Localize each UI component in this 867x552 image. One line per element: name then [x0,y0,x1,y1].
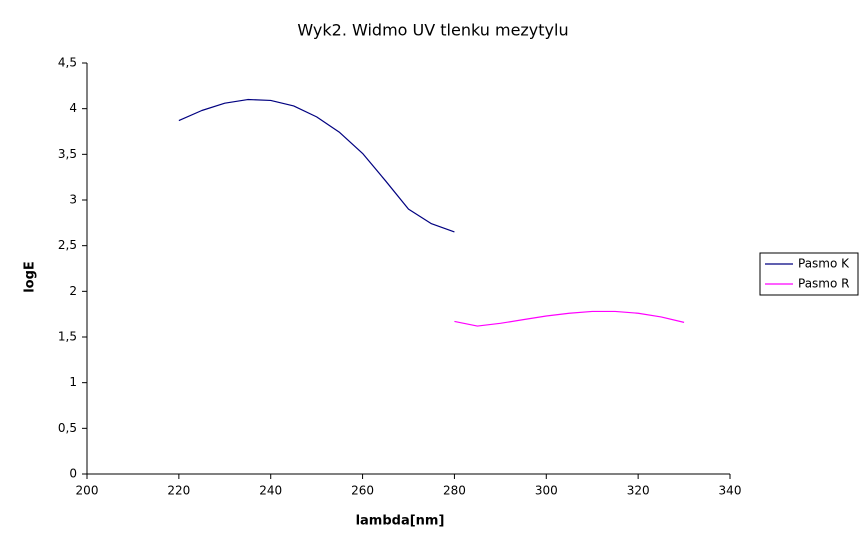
y-tick-label: 0 [69,467,77,481]
y-tick-label: 3 [69,193,77,207]
x-tick-label: 240 [259,484,282,498]
y-tick-label: 4 [69,101,77,115]
y-tick-label: 1,5 [58,330,77,344]
legend [759,252,859,296]
x-tick-label: 260 [351,484,374,498]
x-tick-label: 340 [719,484,742,498]
x-tick-label: 320 [627,484,650,498]
x-tick-label: 300 [535,484,558,498]
x-tick-label: 280 [443,484,466,498]
y-tick-label: 4,5 [58,56,77,70]
y-tick-label: 0,5 [58,421,77,435]
y-tick-label: 2 [69,284,77,298]
x-axis-title: lambda[nm] [356,514,445,529]
x-tick-label: 200 [76,484,99,498]
series-line [454,310,685,327]
y-tick-label: 3,5 [58,147,77,161]
legend-label: Pasmo R [798,277,850,291]
y-tick-label: 1 [69,375,77,389]
y-axis-title: logE [23,261,38,293]
y-tick-label: 2,5 [58,238,77,252]
chart-title: Wyk2. Widmo UV tlenku mezytylu [297,21,568,40]
series-line [178,98,455,233]
legend-label: Pasmo K [798,257,850,271]
x-tick-label: 220 [167,484,190,498]
